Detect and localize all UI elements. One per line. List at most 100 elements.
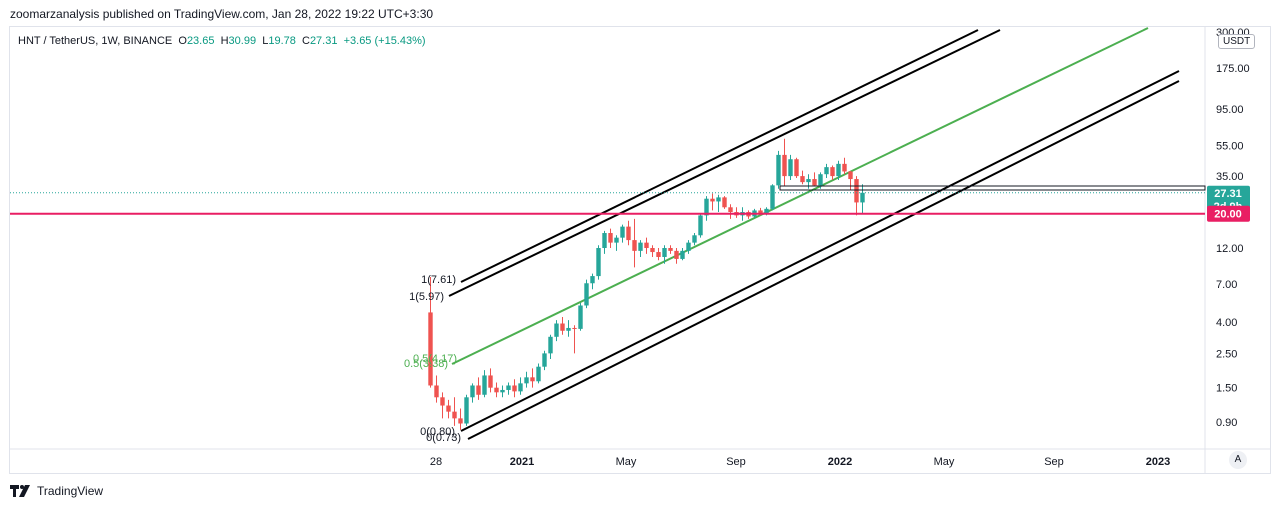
high-label: H (220, 35, 229, 47)
candle-body (800, 176, 805, 183)
candle-body (452, 411, 457, 419)
price-tick-label: 4.00 (1216, 317, 1237, 329)
auto-scale-button[interactable]: A (1229, 451, 1247, 469)
candle-body (602, 233, 607, 249)
time-tick-label: May (934, 456, 955, 468)
time-tick-label: 28 (430, 456, 442, 468)
candle-body (608, 233, 613, 243)
pitchfork-channels (448, 27, 1180, 440)
channel-boundary-line[interactable] (460, 70, 1180, 432)
candle-body (620, 226, 625, 238)
candle-body (686, 242, 691, 251)
publish-line: zoomarzanalysis published on TradingView… (10, 7, 434, 21)
fib-level-label: 1(5.97) (409, 291, 444, 303)
candle-body (698, 215, 703, 236)
candle-body (530, 377, 535, 382)
chart-frame[interactable] (9, 26, 1271, 474)
low-label: L (262, 35, 269, 47)
candle-body (824, 167, 829, 175)
candle-body (716, 197, 721, 202)
price-axis: 300.00175.0095.0055.0035.0012.007.004.00… (1216, 27, 1250, 429)
candle-body (668, 248, 673, 251)
channel-median-line[interactable] (451, 27, 1149, 365)
candle-body (542, 353, 547, 367)
candle-body (488, 375, 493, 388)
time-tick-label: 2022 (828, 456, 852, 468)
candle-body (764, 208, 769, 214)
candle-body (584, 283, 589, 306)
currency-selector[interactable]: USDT (1218, 34, 1256, 49)
candle-body (512, 385, 517, 392)
candle-body (548, 336, 553, 354)
candle-body (446, 405, 451, 412)
tradingview-logo-icon (10, 485, 30, 497)
candle-body (578, 305, 583, 329)
tradingview-footer[interactable]: TradingView (10, 484, 103, 498)
tradingview-brand: TradingView (37, 484, 104, 498)
candle-body (554, 323, 559, 337)
candle-body (518, 383, 523, 392)
candle-body (812, 179, 817, 186)
candle-body (464, 397, 469, 424)
close-label: C (301, 35, 310, 47)
time-tick-label: 2023 (1146, 456, 1170, 468)
candle-body (776, 154, 781, 186)
candle-body (650, 248, 655, 253)
symbol-name[interactable]: HNT / TetherUS, 1W, BINANCE (18, 35, 173, 47)
open-value: 23.65 (186, 35, 215, 47)
price-tick-label: 95.00 (1216, 104, 1244, 116)
price-tick-label: 12.00 (1216, 243, 1244, 255)
candle-body (536, 366, 541, 382)
price-tick-label: 1.50 (1216, 383, 1237, 395)
price-tick-label: 55.00 (1216, 141, 1244, 153)
candle-body (494, 387, 499, 393)
channel-boundary-line[interactable] (460, 29, 979, 283)
fib-level-label: 0(0.73) (426, 432, 461, 444)
fib-labels: 1(7.61) 1(5.97) 0.5(4.17)0.5(3.38) 0(0.80)0… (404, 274, 461, 444)
candle-body (692, 235, 697, 243)
support-price-value: 20.00 (1214, 209, 1242, 221)
candle-body (626, 226, 631, 241)
candle-body (482, 375, 487, 395)
candle-body (728, 207, 733, 213)
candle-body (674, 250, 679, 259)
price-tick-label: 0.90 (1216, 417, 1237, 429)
candle-body (590, 276, 595, 284)
candle-body (758, 210, 763, 214)
fib-level-label: 1(7.61) (421, 274, 456, 286)
candle-body (830, 167, 835, 177)
candle-body (506, 385, 511, 390)
candle-body (632, 240, 637, 251)
current-price-value: 27.31 (1214, 188, 1242, 200)
candle-body (794, 159, 799, 177)
candle-body (842, 163, 847, 172)
candle-body (572, 327, 577, 329)
candle-body (704, 198, 709, 216)
price-range-box (779, 185, 1206, 191)
candle-body (614, 237, 619, 243)
fib-level-label: 0.5(4.17) (413, 353, 457, 365)
candle-body (434, 385, 439, 398)
change-value: +3.65 (+15.43%) (343, 35, 426, 47)
time-tick-label: 2021 (510, 456, 534, 468)
price-tick-label: 175.00 (1216, 63, 1250, 75)
symbol-legend[interactable]: HNT / TetherUS, 1W, BINANCE O23.65 H30.9… (18, 35, 426, 47)
candle-body (662, 248, 667, 257)
support-price-tag (1207, 205, 1250, 222)
candle-body (806, 179, 811, 183)
candle-body (722, 197, 727, 208)
candle-body (524, 377, 529, 384)
candle-body (860, 192, 865, 203)
channel-boundary-line[interactable] (448, 29, 1001, 297)
channel-boundary-line[interactable] (467, 80, 1180, 440)
candle-body (560, 323, 565, 331)
high-value: 30.99 (228, 35, 257, 47)
candle-body (644, 242, 649, 249)
candle-body (782, 154, 787, 177)
fib-level-label: 0.5(3.38) (404, 358, 448, 370)
candle-body (596, 248, 601, 277)
candle-body (476, 385, 481, 395)
candle-body (470, 385, 475, 398)
fib-level-label: 0(0.80) (420, 426, 455, 438)
